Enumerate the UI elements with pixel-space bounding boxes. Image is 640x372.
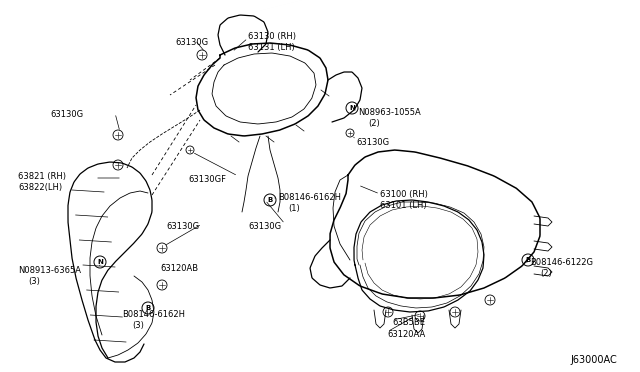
Text: 63130G: 63130G bbox=[50, 110, 83, 119]
Text: (3): (3) bbox=[28, 277, 40, 286]
Text: B08146-6162H: B08146-6162H bbox=[278, 193, 341, 202]
Text: (2): (2) bbox=[540, 269, 552, 278]
Text: 63100 (RH): 63100 (RH) bbox=[380, 190, 428, 199]
Text: N08963-1055A: N08963-1055A bbox=[358, 108, 420, 117]
Text: N08913-6365A: N08913-6365A bbox=[18, 266, 81, 275]
Text: B08146-6122G: B08146-6122G bbox=[530, 258, 593, 267]
Text: 63821 (RH): 63821 (RH) bbox=[18, 172, 66, 181]
Text: 63101 (LH): 63101 (LH) bbox=[380, 201, 427, 210]
Text: 63130 (RH): 63130 (RH) bbox=[248, 32, 296, 41]
Text: N: N bbox=[97, 259, 103, 265]
Text: 63130G: 63130G bbox=[356, 138, 389, 147]
Text: J63000AC: J63000AC bbox=[570, 355, 617, 365]
Text: (3): (3) bbox=[132, 321, 144, 330]
Text: 63131 (LH): 63131 (LH) bbox=[248, 43, 295, 52]
Text: (1): (1) bbox=[288, 204, 300, 213]
Text: N: N bbox=[349, 105, 355, 111]
Text: 63B5BE: 63B5BE bbox=[392, 318, 425, 327]
Text: B: B bbox=[268, 197, 273, 203]
Text: B: B bbox=[525, 257, 531, 263]
Text: B08146-6162H: B08146-6162H bbox=[122, 310, 185, 319]
Text: 63822(LH): 63822(LH) bbox=[18, 183, 62, 192]
Text: 63130G: 63130G bbox=[166, 222, 199, 231]
Text: 63130G: 63130G bbox=[248, 222, 281, 231]
Text: 63130G: 63130G bbox=[175, 38, 208, 47]
Text: B: B bbox=[145, 305, 150, 311]
Text: (2): (2) bbox=[368, 119, 380, 128]
Text: 63120AA: 63120AA bbox=[387, 330, 425, 339]
Text: 63130GF: 63130GF bbox=[188, 175, 226, 184]
Text: 63120AB: 63120AB bbox=[160, 264, 198, 273]
